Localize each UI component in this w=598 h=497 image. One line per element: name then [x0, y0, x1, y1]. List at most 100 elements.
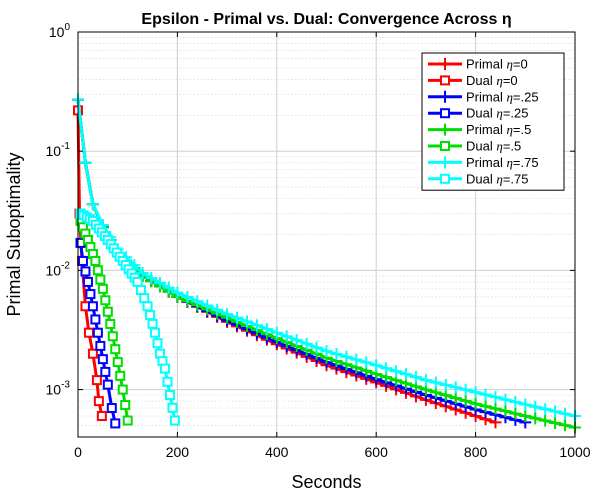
- data-point: [499, 405, 512, 418]
- data-point: [559, 407, 572, 420]
- data-point: [240, 315, 253, 328]
- legend-swatch-marker: [440, 173, 450, 184]
- legend-label: Dual η=0: [466, 73, 518, 88]
- legend-item: Primal η=.5: [428, 122, 531, 137]
- x-tick-label: 600: [365, 444, 389, 460]
- legend-label: Primal η=.75: [466, 155, 539, 170]
- data-point: [105, 318, 116, 329]
- tick-layer: 0 200 400 600 800 1000 10-3 10-2 10-1 100: [46, 22, 591, 460]
- data-point: [479, 388, 492, 401]
- chart-title: Epsilon - Primal vs. Dual: Convergence A…: [141, 11, 511, 28]
- data-point: [92, 265, 103, 276]
- legend-label: Dual η=.75: [466, 171, 528, 186]
- data-point: [250, 319, 263, 332]
- data-point: [300, 337, 313, 350]
- data-point: [409, 371, 422, 384]
- data-point: [91, 375, 102, 386]
- legend-label: Dual η=.5: [466, 139, 521, 154]
- legend-swatch-marker: [440, 108, 450, 119]
- data-point: [529, 412, 542, 425]
- data-point: [499, 393, 512, 406]
- data-point: [102, 379, 113, 390]
- data-point: [231, 311, 244, 324]
- x-tick-label: 800: [464, 444, 488, 460]
- data-point: [80, 266, 91, 277]
- data-point: [164, 390, 175, 401]
- data-point: [122, 415, 133, 426]
- data-point: [191, 295, 204, 308]
- y-tick-label: 100: [49, 22, 71, 40]
- y-tick-label: 10-2: [46, 260, 71, 278]
- legend-swatch-marker: [439, 156, 451, 169]
- data-point: [260, 322, 273, 335]
- data-point: [110, 418, 121, 429]
- data-point: [167, 402, 178, 413]
- data-point: [92, 327, 103, 338]
- data-point: [106, 403, 117, 414]
- data-point: [429, 376, 442, 389]
- data-point: [360, 356, 373, 369]
- data-point: [152, 338, 163, 349]
- data-point: [449, 381, 462, 394]
- data-point: [519, 398, 532, 411]
- data-point: [83, 327, 94, 338]
- legend-item: Dual η=.5: [428, 139, 521, 154]
- data-point: [90, 314, 101, 325]
- data-point: [539, 414, 552, 427]
- plot-frame: [77, 31, 576, 438]
- data-point: [350, 353, 363, 366]
- data-point: [145, 271, 158, 284]
- legend-item: Dual η=.75: [428, 171, 528, 186]
- data-point: [145, 310, 156, 321]
- data-point: [85, 289, 96, 300]
- data-point: [270, 326, 283, 339]
- data-point: [439, 378, 452, 391]
- data-point: [529, 400, 542, 413]
- legend-swatch-marker: [439, 90, 451, 103]
- data-point: [280, 330, 293, 343]
- data-point: [117, 384, 128, 395]
- data-point: [87, 301, 98, 312]
- data-point: [86, 198, 99, 211]
- data-point: [132, 276, 143, 287]
- data-point: [390, 365, 403, 378]
- data-point: [93, 396, 104, 407]
- data-point: [489, 402, 502, 415]
- x-tick-label: 0: [74, 444, 82, 460]
- legend-label: Dual η=.25: [466, 106, 528, 121]
- data-point: [154, 276, 167, 289]
- x-axis-label: Seconds: [291, 472, 361, 492]
- legend-label: Primal η=.25: [466, 89, 539, 104]
- data-point: [102, 306, 113, 317]
- data-point: [90, 255, 101, 266]
- data-point: [221, 308, 234, 321]
- data-point: [340, 350, 353, 363]
- data-point: [559, 419, 572, 432]
- data-point: [479, 400, 492, 413]
- series-7: [75, 208, 180, 426]
- data-point: [489, 391, 502, 404]
- data-point: [181, 290, 194, 303]
- data-point: [290, 334, 303, 347]
- legend-label: Primal η=.5: [466, 122, 531, 137]
- legend-label: Primal η=0: [466, 57, 528, 72]
- data-point: [509, 407, 522, 420]
- series-3: [75, 237, 121, 429]
- data-point: [139, 293, 150, 304]
- data-point: [115, 370, 126, 381]
- legend-swatch-marker: [440, 75, 450, 86]
- data-point: [449, 392, 462, 405]
- y-tick-label: 10-3: [46, 380, 71, 398]
- data-point: [320, 345, 333, 358]
- data-point: [100, 366, 111, 377]
- data-point: [169, 415, 180, 426]
- data-point: [171, 286, 184, 299]
- data-point: [162, 281, 175, 294]
- series-5: [75, 215, 133, 426]
- data-point: [112, 357, 123, 368]
- x-tick-label: 400: [265, 444, 289, 460]
- data-point: [100, 295, 111, 306]
- data-point: [469, 397, 482, 410]
- legend-item: Primal η=0: [428, 57, 528, 72]
